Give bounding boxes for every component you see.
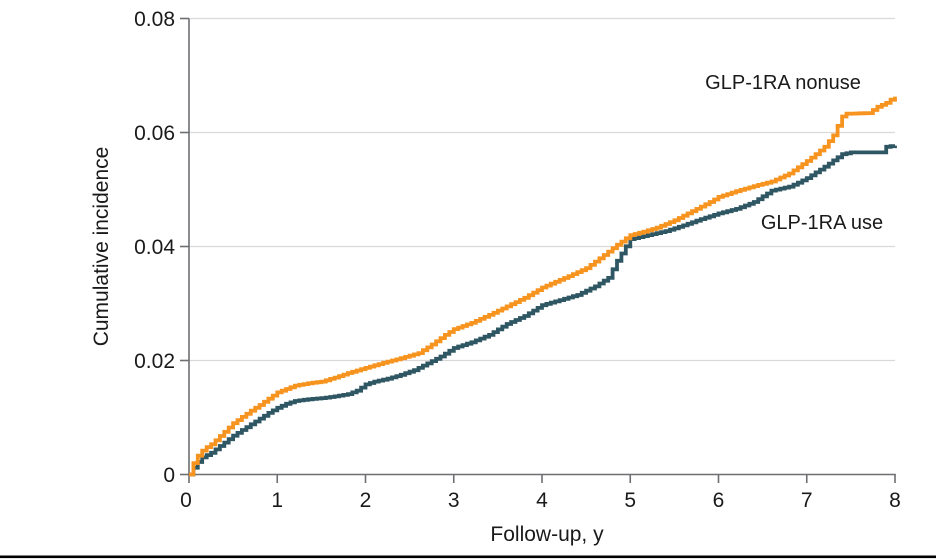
x-axis-title: Follow-up, y xyxy=(490,523,604,546)
x-tick-label: 2 xyxy=(360,489,372,512)
series-line-glp1ra-use xyxy=(189,144,897,477)
y-tick-label: 0.06 xyxy=(134,122,175,145)
x-tick-marks xyxy=(188,474,896,483)
y-tick-label: 0 xyxy=(163,464,175,487)
y-tick-label: 0.04 xyxy=(134,236,175,259)
y-tick-label: 0.02 xyxy=(134,350,175,373)
x-tick-label: 3 xyxy=(448,489,460,512)
gridlines xyxy=(189,17,895,362)
series-line-glp1ra-nonuse xyxy=(189,96,897,477)
x-tick-label: 5 xyxy=(624,489,636,512)
x-tick-label: 8 xyxy=(889,489,901,512)
y-tick-marks xyxy=(180,17,189,476)
series-label-glp1ra-use: GLP-1RA use xyxy=(761,212,883,234)
y-axis-title: Cumulative incidence xyxy=(90,147,113,347)
series-label-glp1ra-nonuse: GLP-1RA nonuse xyxy=(705,72,861,94)
x-tick-label: 4 xyxy=(536,489,548,512)
x-tick-label: 0 xyxy=(180,489,192,512)
series-curves xyxy=(189,96,897,477)
x-tick-label: 7 xyxy=(801,489,813,512)
bottom-rule xyxy=(0,555,936,559)
x-tick-label: 1 xyxy=(271,489,283,512)
y-tick-labels: 0 0.02 0.04 0.06 0.08 xyxy=(134,8,175,487)
x-tick-labels: 0 1 2 3 4 5 6 7 8 xyxy=(180,489,901,512)
x-tick-label: 6 xyxy=(713,489,725,512)
y-tick-label: 0.08 xyxy=(134,8,175,31)
